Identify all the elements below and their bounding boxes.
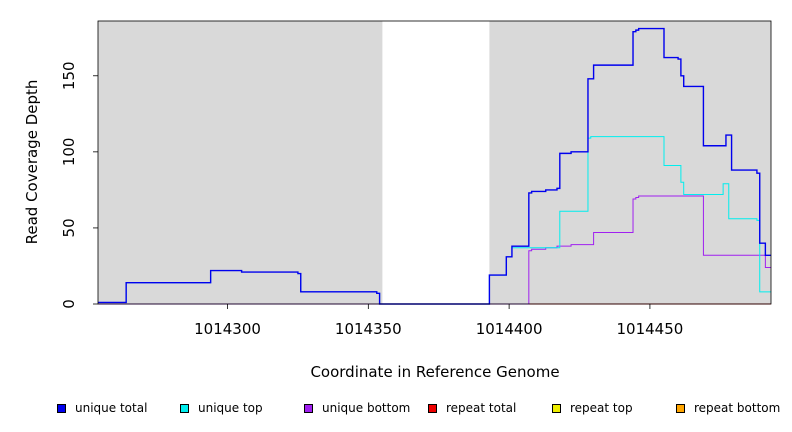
legend-item: repeat top bbox=[552, 401, 633, 415]
legend-item: repeat total bbox=[428, 401, 516, 415]
y-tick-label: 150 bbox=[60, 61, 78, 90]
legend-swatch-repeat-bottom bbox=[676, 403, 685, 413]
x-tick-label: 1014400 bbox=[476, 320, 543, 338]
legend-swatch-unique-top bbox=[180, 403, 189, 413]
series-line-unique-total bbox=[98, 27, 771, 305]
legend-label: repeat top bbox=[570, 401, 633, 415]
series-line-unique-bottom bbox=[98, 195, 771, 305]
legend-item: unique total bbox=[57, 401, 147, 415]
legend-swatch-unique-total bbox=[57, 403, 66, 413]
chart-legend: unique total unique top unique bottom re… bbox=[0, 401, 792, 419]
x-tick-label: 1014350 bbox=[335, 320, 402, 338]
legend-swatch-unique-bottom bbox=[304, 403, 313, 413]
legend-label: repeat total bbox=[446, 401, 517, 415]
legend-label: unique top bbox=[198, 401, 263, 415]
y-axis-label: Read Coverage Depth bbox=[23, 80, 41, 245]
x-axis-label: Coordinate in Reference Genome bbox=[310, 363, 559, 381]
coverage-chart: 1014300 1014350 1014400 1014450 0 50 100 150 C… bbox=[23, 20, 772, 381]
legend-label: unique total bbox=[75, 401, 148, 415]
unshaded-region bbox=[382, 21, 490, 304]
plot-background bbox=[98, 21, 771, 304]
plot-border bbox=[97, 20, 772, 305]
y-tick-label: 50 bbox=[60, 218, 78, 237]
x-tick-label: 1014300 bbox=[194, 320, 261, 338]
legend-swatch-repeat-total bbox=[428, 403, 437, 413]
y-tick-label: 100 bbox=[60, 138, 78, 167]
y-axis: 0 50 100 150 bbox=[60, 61, 98, 309]
legend-item: repeat bottom bbox=[676, 401, 780, 415]
legend-swatch-repeat-top bbox=[552, 403, 561, 413]
x-tick-label: 1014450 bbox=[617, 320, 684, 338]
legend-item: unique bottom bbox=[304, 401, 410, 415]
legend-item: unique top bbox=[180, 401, 263, 415]
legend-label: unique bottom bbox=[322, 401, 411, 415]
x-axis: 1014300 1014350 1014400 1014450 bbox=[194, 304, 683, 338]
legend-label: repeat bottom bbox=[694, 401, 781, 415]
y-tick-label: 0 bbox=[60, 299, 78, 309]
